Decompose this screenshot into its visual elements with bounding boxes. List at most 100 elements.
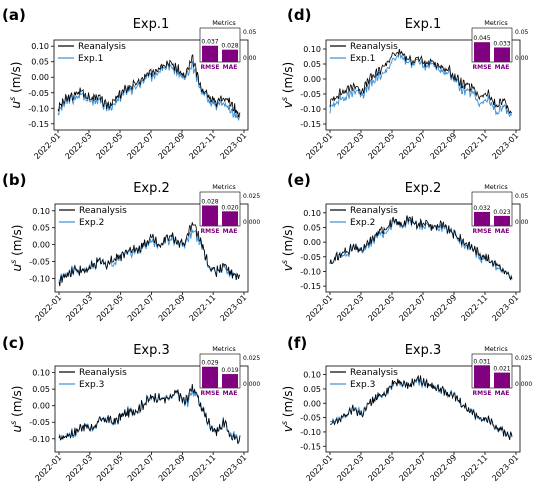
metric-value-rmse: 0.031: [473, 358, 490, 365]
x-tick-label: 2022-09: [428, 131, 458, 161]
metrics-ytick-bottom: 0.00: [243, 55, 257, 62]
metric-value-mae: 0.019: [221, 367, 238, 374]
metrics-ytick-bottom: 0.000: [243, 381, 260, 388]
panel-label: (d): [287, 6, 311, 24]
legend-label-reanalysis: Reanalysis: [350, 206, 398, 216]
x-tick-label: 2023-01: [218, 453, 248, 483]
x-tick-label: 2022-01: [304, 131, 334, 161]
legend-label-experiment: Exp.2: [79, 218, 104, 228]
metric-name-rmse: RMSE: [200, 228, 219, 235]
panel-d: (d) Exp.1 0.10 0.05 0.00 -0.05 -0.10 -0.15 vs (m…: [280, 6, 529, 161]
x-tick-label: 2022-11: [188, 293, 218, 323]
y-tick-label: 0.10: [303, 45, 321, 54]
x-tick-label: 2022-05: [366, 453, 396, 483]
x-tick-label: 2022-11: [188, 453, 218, 483]
metrics-title: Metrics: [484, 19, 508, 27]
y-tick-label: 0.10: [32, 207, 50, 216]
chart-title: Exp.1: [133, 17, 170, 32]
chart-title: Exp.1: [405, 17, 442, 32]
x-tick-label: 2023-01: [490, 453, 520, 483]
metrics-ytick-top: 0.025: [515, 355, 532, 362]
metrics-title: Metrics: [484, 345, 508, 353]
metrics-title: Metrics: [484, 183, 508, 191]
metric-name-mae: MAE: [223, 64, 238, 71]
metric-bar-rmse: [202, 366, 218, 388]
y-tick-label: -0.10: [28, 104, 49, 113]
y-tick-label: 0.00: [32, 402, 50, 411]
metric-bar-rmse: [474, 365, 490, 388]
y-tick-label: -0.05: [28, 89, 49, 98]
metrics-ytick-bottom: 0.00: [515, 55, 529, 62]
panel-f: (f) Exp.3 0.10 0.05 0.00 -0.05 -0.10 -0.15 vs (m…: [280, 334, 532, 483]
chart-title: Exp.3: [133, 343, 170, 358]
metric-name-mae: MAE: [223, 228, 238, 235]
y-tick-label: 0.00: [303, 238, 321, 247]
metric-value-rmse: 0.029: [201, 360, 218, 367]
y-tick-label: -0.15: [300, 120, 321, 129]
panel-a: (a) Exp.1 0.10 0.05 0.00 -0.05 -0.10 -0.15 us (m…: [2, 6, 257, 161]
x-tick-label: 2022-07: [126, 293, 156, 323]
y-tick-label: 0.05: [32, 224, 50, 233]
y-tick-label: -0.05: [300, 414, 321, 423]
metrics-ytick-top: 0.05: [515, 193, 529, 200]
y-tick-label: -0.05: [300, 90, 321, 99]
metric-name-mae: MAE: [223, 390, 238, 397]
y-tick-label: -0.10: [29, 435, 50, 444]
series-line-reanalysis: [329, 215, 513, 281]
metric-name-mae: MAE: [495, 390, 510, 397]
x-tick-label: 2022-07: [126, 453, 156, 483]
metrics-title: Metrics: [212, 19, 236, 27]
series-line-reanalysis: [58, 222, 241, 287]
metric-name-rmse: RMSE: [472, 64, 491, 71]
metrics-title: Metrics: [212, 345, 236, 353]
metric-name-rmse: RMSE: [472, 390, 491, 397]
legend-label-experiment: Exp.1: [78, 54, 103, 64]
legend-label-reanalysis: Reanalysis: [79, 206, 127, 216]
metrics-ytick-top: 0.05: [243, 29, 257, 36]
metric-name-rmse: RMSE: [200, 64, 219, 71]
x-tick-label: 2022-03: [335, 453, 365, 483]
x-tick-label: 2022-07: [397, 453, 427, 483]
y-tick-label: 0.10: [31, 42, 49, 51]
metric-name-rmse: RMSE: [200, 390, 219, 397]
metric-bar-rmse: [474, 211, 490, 226]
y-tick-label: 0.05: [31, 58, 49, 67]
y-tick-label: 0.05: [303, 223, 321, 232]
metric-value-mae: 0.033: [493, 40, 510, 47]
x-tick-label: 2022-09: [157, 453, 187, 483]
y-tick-label: -0.05: [300, 253, 321, 262]
x-tick-label: 2022-07: [397, 131, 427, 161]
series-line-experiment: [329, 51, 512, 118]
x-tick-label: 2022-01: [33, 453, 63, 483]
y-tick-label: 0.00: [303, 399, 321, 408]
metric-bar-mae: [222, 374, 238, 388]
y-tick-label: -0.10: [300, 428, 321, 437]
x-tick-label: 2022-03: [64, 453, 94, 483]
series-line-reanalysis: [329, 374, 513, 441]
metric-value-rmse: 0.045: [473, 35, 490, 42]
metric-bar-mae: [494, 215, 510, 226]
x-tick-label: 2022-09: [428, 293, 458, 323]
y-tick-label: -0.10: [300, 105, 321, 114]
metric-bar-mae: [222, 211, 238, 226]
metric-bar-mae: [222, 49, 238, 62]
y-tick-label: 0.10: [303, 371, 321, 380]
x-tick-label: 2022-11: [459, 293, 489, 323]
metric-bar-rmse: [202, 45, 218, 62]
legend-label-reanalysis: Reanalysis: [78, 42, 126, 52]
metrics-ytick-top: 0.025: [243, 193, 260, 200]
legend-label-experiment: Exp.3: [79, 380, 104, 390]
y-tick-label: -0.10: [300, 267, 321, 276]
series-line-reanalysis: [58, 384, 241, 444]
legend-label-experiment: Exp.3: [350, 380, 375, 390]
x-tick-label: 2022-11: [187, 131, 217, 161]
x-tick-label: 2022-01: [304, 453, 334, 483]
y-tick-label: -0.10: [29, 274, 50, 283]
y-tick-label: 0.10: [303, 209, 321, 218]
metrics-ytick-bottom: 0.000: [243, 219, 260, 226]
panel-c: (c) Exp.3 0.10 0.05 0.00 -0.05 -0.10 us (m/s) 20…: [2, 334, 260, 483]
y-axis-label: vs (m/s): [280, 225, 295, 271]
x-tick-label: 2022-05: [94, 131, 124, 161]
x-tick-label: 2022-05: [95, 293, 125, 323]
